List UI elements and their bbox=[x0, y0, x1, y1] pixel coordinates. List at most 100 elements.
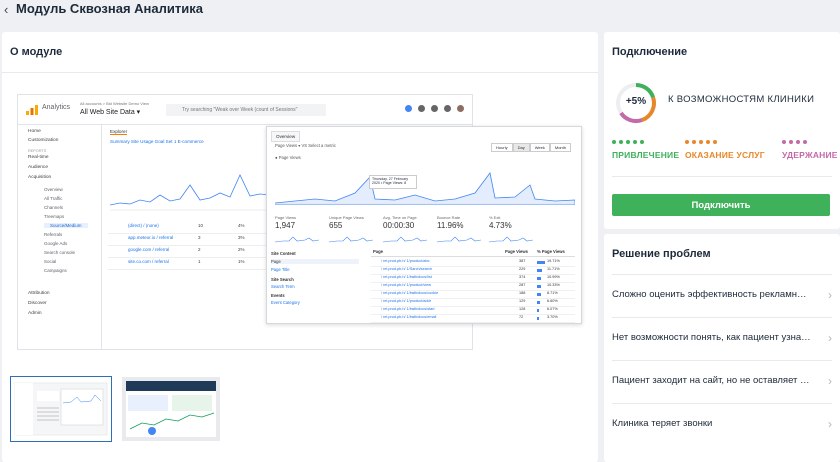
overlay-period-toggles: Hourly Day Week Month bbox=[491, 143, 571, 152]
ga-sidebar-item: Channels bbox=[44, 205, 64, 210]
row-source: app.meteor.io / referral bbox=[128, 235, 174, 240]
stat-value: 11.96% bbox=[437, 221, 464, 230]
ga-view-selector: All Web Site Data ▾ bbox=[80, 109, 141, 116]
table-row: / rel.prod.pb.h/ 1/Sarch/search 229 11.71% bbox=[371, 267, 575, 275]
row-page[interactable]: / rel.prod.pb.h/ 1/product/abc bbox=[381, 259, 430, 263]
ga-sidebar-item: All Traffic bbox=[44, 196, 63, 201]
row-bar bbox=[537, 261, 545, 264]
dot bbox=[803, 140, 807, 144]
ga-sidebar-item: Social bbox=[44, 259, 57, 264]
ga-sidebar-item: Overview bbox=[44, 187, 63, 192]
problem-item[interactable]: Нет возможности понять, как пациент узна… bbox=[612, 317, 832, 357]
row-users: 10 bbox=[198, 223, 204, 228]
ga-sidebar-item: Google Ads bbox=[44, 241, 68, 246]
ga-sidebar-item: Home bbox=[28, 129, 41, 134]
dot bbox=[796, 140, 800, 144]
row-pct: 19.71% bbox=[547, 259, 560, 263]
row-bar bbox=[537, 285, 541, 288]
row-bar bbox=[537, 293, 541, 296]
row-users: 1 bbox=[198, 259, 201, 264]
row-page[interactable]: / rel.prod.pb.h/ 1/product/addr bbox=[381, 299, 432, 303]
ga-sidebar-item: Discover bbox=[28, 301, 47, 306]
ring-value: +5% bbox=[625, 96, 647, 107]
overlay-table-header: Page Page Views % Page Views bbox=[371, 249, 575, 257]
row-users: 3 bbox=[198, 235, 201, 240]
metric-dots bbox=[612, 140, 644, 144]
row-page[interactable]: / rel.prod.pb.h/ 1/bath/docs/email bbox=[381, 315, 437, 319]
dot bbox=[612, 140, 616, 144]
thumbnail-1[interactable] bbox=[10, 376, 112, 442]
row-bar bbox=[537, 309, 540, 312]
dimension-link[interactable]: Page Title bbox=[271, 267, 290, 272]
connect-button[interactable]: Подключить bbox=[612, 194, 830, 216]
problem-item[interactable]: Пациент заходит на сайт, но не оставляет… bbox=[612, 360, 832, 400]
period-toggle: Month bbox=[549, 143, 571, 152]
overlay-tab-overview: Overview bbox=[271, 131, 301, 142]
thumbnail-2[interactable] bbox=[122, 377, 220, 441]
row-page[interactable]: / rel.prod.pb.h/ 1/bath/docs/start bbox=[381, 307, 435, 311]
more-icon bbox=[444, 105, 451, 112]
stat-card: % Exit 4.73% bbox=[488, 215, 534, 248]
back-chevron-icon[interactable]: ‹ bbox=[4, 2, 9, 17]
ga-sidebar-item: Search console bbox=[44, 250, 76, 255]
row-views: 287 bbox=[519, 283, 526, 287]
table-row: / rel.prod.pb.h/ 1/product/abc 387 19.71% bbox=[371, 259, 575, 267]
chart-tooltip: Thursday, 27 February 2020 • Page Views:… bbox=[369, 175, 417, 189]
table-row: / rel.prod.pb.h/ 1/product/view 287 10.33% bbox=[371, 283, 575, 291]
report-overlay: Overview Page Views ▾ VS Select a metric… bbox=[266, 126, 582, 324]
row-page[interactable]: / rel.prod.pb.h/ 1/bath/docs/cookie bbox=[381, 291, 439, 295]
problem-item[interactable]: Сложно оценить эффективность рекламных .… bbox=[612, 274, 832, 314]
ga-app-name: Analytics bbox=[42, 104, 71, 111]
metric-label: ОКАЗАНИЕ УСЛУГ bbox=[685, 150, 765, 160]
stat-value: 4.73% bbox=[489, 221, 512, 230]
row-page[interactable]: / rel.prod.pb.h/ 1/Sarch/search bbox=[381, 267, 433, 271]
row-pct: 3.70% bbox=[547, 315, 558, 319]
ga-explorer-tab: Explorer bbox=[110, 129, 128, 135]
ga-header-icons bbox=[405, 105, 464, 112]
ga-sidebar-item: Campaigns bbox=[44, 268, 67, 273]
row-new: 1% bbox=[238, 259, 245, 264]
thumbnail-1-image bbox=[14, 382, 108, 436]
about-heading: О модуле bbox=[10, 46, 63, 58]
page-title: Модуль Сквозная Аналитика bbox=[16, 1, 203, 16]
period-toggle: Hourly bbox=[491, 143, 513, 152]
dot bbox=[619, 140, 623, 144]
row-bar bbox=[537, 317, 539, 320]
connection-heading: Подключение bbox=[612, 46, 688, 58]
stat-label: Page Views bbox=[275, 215, 297, 220]
dot bbox=[633, 140, 637, 144]
stat-sparkline bbox=[274, 236, 320, 243]
ga-sidebar: Home Customization REPORTS Real-time Audienc… bbox=[18, 125, 102, 349]
problem-text: Пациент заходит на сайт, но не оставляет… bbox=[612, 375, 812, 386]
ga-sidebar-item: Real-time bbox=[28, 155, 49, 160]
stat-sparkline bbox=[436, 236, 482, 243]
row-views: 128 bbox=[519, 307, 526, 311]
row-page[interactable]: / rel.prod.pb.h/ 1/product/view bbox=[381, 283, 432, 287]
problem-item[interactable]: Клиника теряет звонки › bbox=[612, 403, 832, 443]
dimension-link[interactable]: Search Term bbox=[271, 284, 295, 289]
row-new: 3% bbox=[238, 235, 245, 240]
row-new: 4% bbox=[238, 223, 245, 228]
help-icon bbox=[431, 105, 438, 112]
ga-sidebar-item: Customization bbox=[28, 138, 59, 143]
ga-sidebar-item: REPORTS bbox=[28, 149, 47, 153]
ga-header: Analytics All accounts > Bid Website Dem… bbox=[18, 95, 472, 125]
row-views: 129 bbox=[519, 299, 526, 303]
table-row: / rel.prod.pb.h/ 1/bath/docs/cookie 188 8.… bbox=[371, 291, 575, 299]
connection-panel: Подключение +5% К ВОЗМОЖНОСТЯМ КЛИНИКИ П… bbox=[604, 32, 840, 229]
dimension-link[interactable]: Page bbox=[271, 259, 359, 264]
ga-sidebar-item: Audience bbox=[28, 165, 49, 170]
row-bar bbox=[537, 269, 542, 272]
table-row: app.meteor.io / referral 3 3% bbox=[108, 235, 288, 246]
row-pct: 8.71% bbox=[547, 291, 558, 295]
row-pct: 6.07% bbox=[547, 307, 558, 311]
metric-dots bbox=[782, 140, 807, 144]
stat-label: Avg. Time on Page bbox=[383, 215, 417, 220]
dot bbox=[685, 140, 689, 144]
row-page[interactable]: / rel.prod.pb.h/ 1/bath/docs/list bbox=[381, 275, 432, 279]
table-row: / rel.prod.pb.h/ 1/bath/docs/list 374 10.9… bbox=[371, 275, 575, 283]
row-source: (direct) / (none) bbox=[128, 223, 159, 228]
dot bbox=[640, 140, 644, 144]
row-bar bbox=[537, 277, 542, 280]
dimension-link[interactable]: Event Category bbox=[271, 300, 300, 305]
